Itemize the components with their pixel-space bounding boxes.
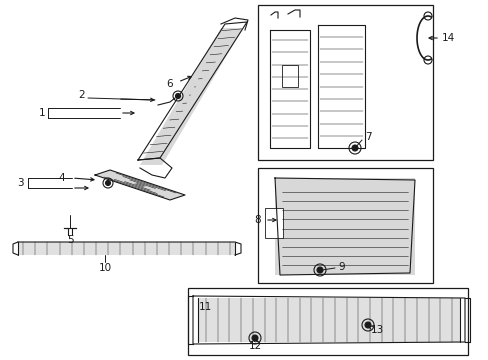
Circle shape xyxy=(316,267,323,273)
Circle shape xyxy=(105,180,110,185)
Text: 4: 4 xyxy=(59,173,65,183)
Text: 3: 3 xyxy=(17,178,23,188)
Bar xyxy=(187,288,467,355)
Text: 13: 13 xyxy=(369,325,383,335)
Polygon shape xyxy=(198,298,459,342)
Circle shape xyxy=(364,322,370,328)
Text: 12: 12 xyxy=(248,341,261,351)
Text: 5: 5 xyxy=(66,235,73,245)
Text: 2: 2 xyxy=(79,90,85,100)
Polygon shape xyxy=(95,170,184,200)
Polygon shape xyxy=(140,28,243,165)
Bar xyxy=(258,5,432,160)
Polygon shape xyxy=(274,178,414,275)
Text: 7: 7 xyxy=(364,132,370,142)
Bar xyxy=(264,208,283,238)
Text: 14: 14 xyxy=(441,33,454,43)
Circle shape xyxy=(351,145,357,151)
Circle shape xyxy=(251,335,258,341)
Circle shape xyxy=(175,94,180,99)
Bar xyxy=(282,65,297,87)
Text: 9: 9 xyxy=(338,262,345,272)
Bar xyxy=(258,168,432,283)
Text: 10: 10 xyxy=(98,263,111,273)
Text: 8: 8 xyxy=(254,215,261,225)
Text: 11: 11 xyxy=(198,302,211,312)
Polygon shape xyxy=(18,242,235,255)
Text: 1: 1 xyxy=(39,108,45,118)
Text: 6: 6 xyxy=(166,79,173,89)
